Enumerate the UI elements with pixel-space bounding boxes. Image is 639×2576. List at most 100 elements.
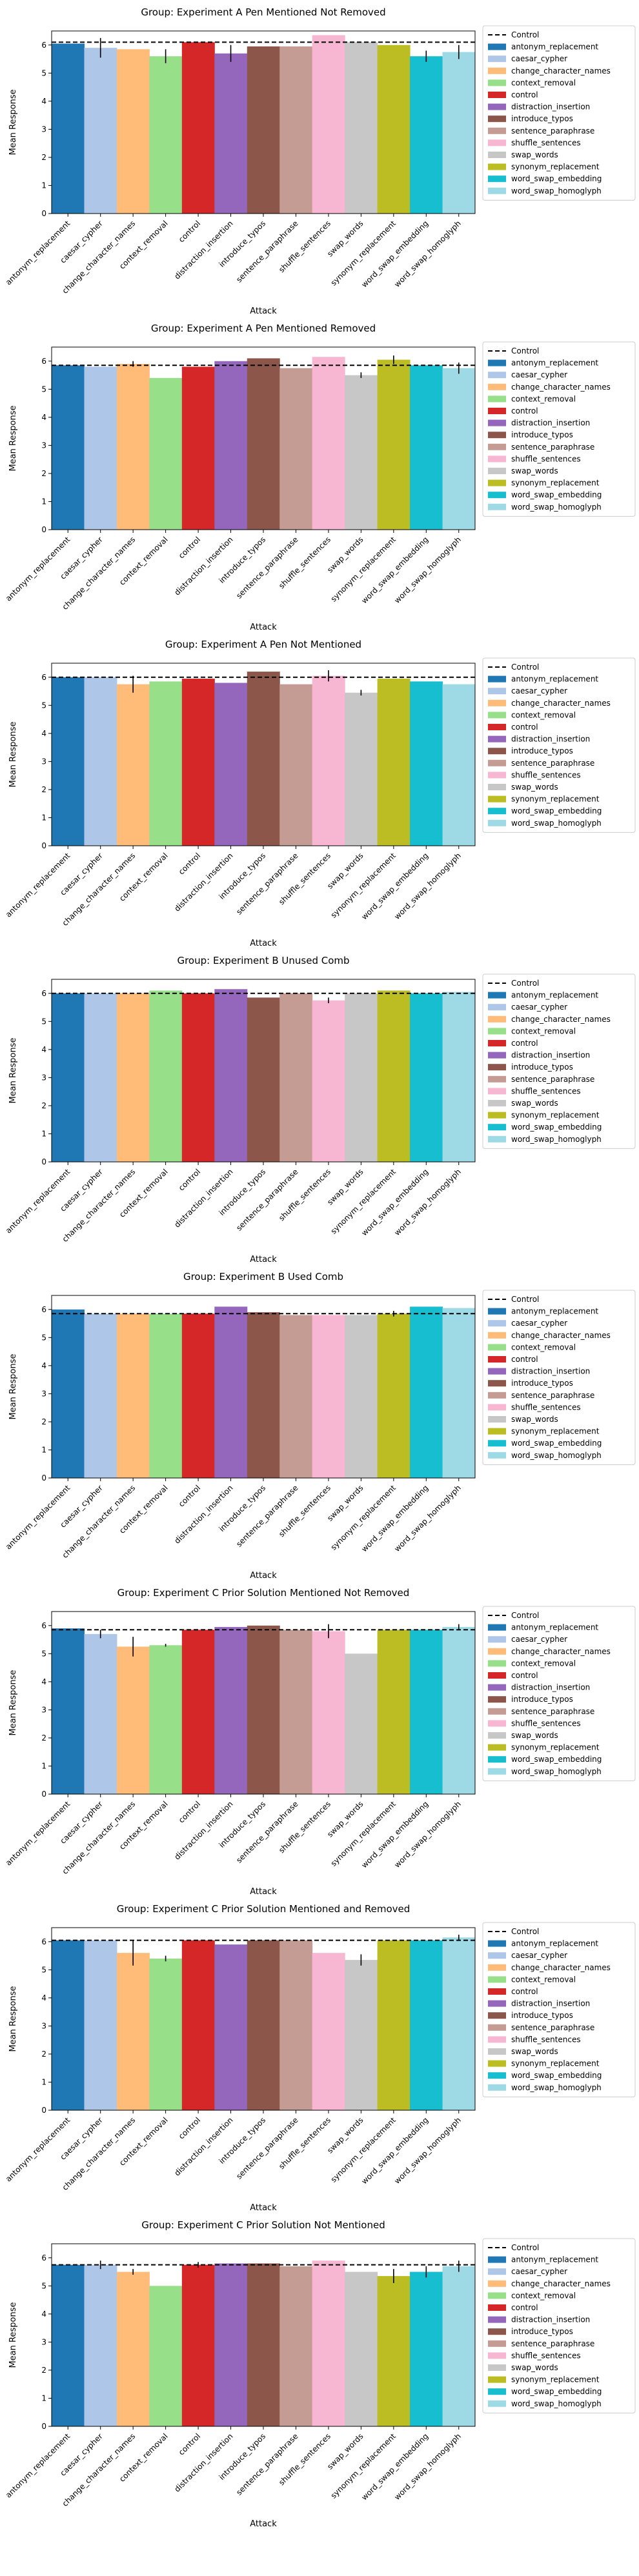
legend-item-label: swap_words — [511, 466, 558, 475]
legend-item-label: distraction_insertion — [511, 2315, 590, 2324]
legend-item-label: change_character_names — [511, 2279, 611, 2288]
y-tick-label: 0 — [41, 525, 46, 534]
legend-item-label: word_swap_homoglyph — [511, 1135, 602, 1144]
legend-swatch — [488, 795, 506, 803]
y-tick-label: 6 — [41, 41, 46, 50]
legend-item-label: swap_words — [511, 783, 558, 792]
legend-item-label: antonym_replacement — [511, 1939, 598, 1948]
legend-swatch — [488, 2376, 506, 2383]
y-tick-label: 3 — [41, 2021, 46, 2030]
bar-caesar_cypher — [84, 993, 117, 1162]
x-tick-label: word_swap_homoglyph — [392, 851, 463, 921]
chart-title: Group: Experiment B Unused Comb — [177, 955, 349, 966]
legend-swatch — [488, 1356, 506, 1363]
bar-introduce_typos — [247, 358, 280, 530]
legend-swatch — [488, 759, 506, 766]
bar-context_removal — [149, 1313, 183, 1478]
legend-item-label: context_removal — [511, 2291, 576, 2300]
y-tick-label: 4 — [41, 1677, 46, 1686]
legend-item-label: distraction_insertion — [511, 1683, 590, 1692]
bar-antonym_replacement — [52, 43, 85, 214]
bar-synonym_replacement — [377, 1940, 411, 2110]
legend-swatch — [488, 92, 506, 98]
bar-introduce_typos — [247, 1625, 280, 1794]
bar-distraction_insertion — [214, 1626, 248, 1794]
bar-change_character_names — [116, 49, 150, 214]
legend-swatch — [488, 492, 506, 499]
x-tick-label: control — [177, 535, 202, 560]
legend-swatch — [488, 383, 506, 390]
legend-item-label: caesar_cypher — [511, 1951, 567, 1960]
legend-swatch — [488, 408, 506, 414]
x-tick-label: word_swap_embedding — [360, 1799, 430, 1870]
legend-swatch — [488, 1672, 506, 1679]
legend-item-label: word_swap_embedding — [511, 1439, 602, 1448]
legend-swatch — [488, 2388, 506, 2395]
y-tick-label: 4 — [41, 2310, 46, 2319]
legend-item-label: caesar_cypher — [511, 1635, 567, 1644]
x-tick-label: sentence_paraphrase — [234, 219, 299, 284]
x-tick-label: sentence_paraphrase — [234, 1483, 299, 1548]
legend-swatch — [488, 115, 506, 123]
legend-swatch — [488, 2072, 506, 2079]
legend-item-label: shuffle_sentences — [511, 1086, 581, 1095]
bar-control — [181, 1940, 215, 2110]
legend-swatch — [488, 992, 506, 999]
legend-box — [482, 973, 636, 1149]
legend-item-label: change_character_names — [511, 699, 611, 708]
legend-swatch — [488, 175, 506, 183]
bar-control — [181, 1630, 215, 1794]
bar-change_character_names — [116, 364, 150, 530]
legend-item-label: synonym_replacement — [511, 1743, 600, 1752]
legend-item-label: introduce_typos — [511, 1063, 573, 1072]
x-axis-label: Attack — [250, 623, 277, 632]
legend-box — [482, 657, 636, 833]
legend-item-label: control — [511, 723, 538, 732]
bar-swap_words — [345, 1653, 378, 1794]
legend: Control antonym_replacement caesar_cypherc… — [482, 25, 636, 201]
x-tick-label: synonym_replacement — [329, 535, 398, 604]
x-tick-label: word_swap_homoglyph — [392, 2115, 463, 2186]
bar-synonym_replacement — [377, 2276, 411, 2426]
legend-item-label: word_swap_embedding — [511, 2071, 602, 2080]
y-tick-label: 4 — [41, 1993, 46, 2002]
legend-item-label: word_swap_embedding — [511, 174, 602, 183]
x-tick-label: synonym_replacement — [329, 851, 398, 920]
legend-item-label: swap_words — [511, 2047, 558, 2056]
y-tick-label: 3 — [41, 1073, 46, 1082]
legend-item-label: introduce_typos — [511, 114, 573, 123]
legend-swatch — [488, 1075, 506, 1083]
x-tick-label: distraction_insertion — [172, 2115, 234, 2177]
x-tick-label: distraction_insertion — [172, 219, 234, 281]
legend-swatch — [488, 1732, 506, 1739]
bar-antonym_replacement — [52, 1628, 85, 1794]
bar-word_swap_homoglyph — [442, 992, 476, 1162]
bar-control — [181, 366, 215, 530]
legend-swatch — [488, 43, 506, 50]
legend-item-label: caesar_cypher — [511, 1003, 567, 1012]
y-tick-label: 5 — [41, 384, 46, 394]
y-tick-label: 4 — [41, 729, 46, 738]
bar-antonym_replacement — [52, 677, 85, 846]
bar-synonym_replacement — [377, 359, 411, 530]
legend-item-label: antonym_replacement — [511, 43, 598, 52]
legend-swatch — [488, 372, 506, 379]
legend-item-label: control — [511, 1671, 538, 1680]
legend-item-label: caesar_cypher — [511, 370, 567, 379]
legend-swatch — [488, 1135, 506, 1143]
legend-swatch — [488, 2048, 506, 2055]
legend-swatch — [488, 1964, 506, 1971]
legend-item-label: word_swap_embedding — [511, 1123, 602, 1132]
y-tick-label: 2 — [41, 785, 46, 794]
legend-swatch — [488, 419, 506, 426]
x-tick-label: control — [177, 1167, 202, 1192]
y-tick-label: 6 — [41, 357, 46, 366]
x-tick-label: antonym_replacement — [4, 1799, 72, 1868]
legend-item-label: distraction_insertion — [511, 1999, 590, 2008]
legend-swatch — [488, 1648, 506, 1655]
legend-swatch — [488, 479, 506, 486]
y-tick-label: 5 — [41, 1333, 46, 1342]
bar-control — [181, 678, 215, 846]
legend-swatch — [488, 808, 506, 815]
y-tick-label: 3 — [41, 1705, 46, 1714]
